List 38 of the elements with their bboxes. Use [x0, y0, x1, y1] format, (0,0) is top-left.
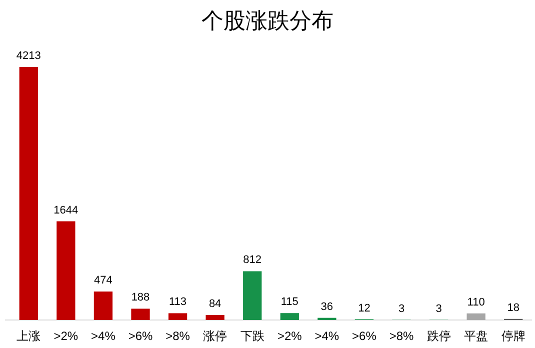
- x-tick-label: 停牌: [501, 329, 526, 343]
- data-label: 115: [280, 296, 298, 308]
- data-label: 12: [358, 302, 370, 314]
- data-label: 4213: [16, 50, 41, 62]
- bar: [56, 221, 76, 320]
- x-tick-label: >8%: [389, 329, 414, 343]
- bar: [243, 271, 262, 320]
- data-label: 188: [131, 292, 150, 304]
- bar: [206, 314, 224, 320]
- x-tick-label: 上涨: [16, 329, 41, 343]
- data-label: 474: [94, 274, 112, 287]
- x-tick-label: >8%: [166, 329, 190, 343]
- chart-title: 个股涨跌分布: [202, 8, 334, 33]
- bar: [466, 313, 486, 320]
- data-label: 812: [243, 254, 262, 266]
- data-label: 3: [436, 302, 442, 315]
- bar: [94, 292, 113, 320]
- x-tick-label: >6%: [352, 329, 377, 343]
- x-tick-label: >2%: [54, 329, 78, 343]
- x-tick-label: >4%: [314, 329, 340, 343]
- x-tick-label: >6%: [128, 329, 153, 343]
- x-tick-label: 跌停: [426, 329, 451, 343]
- x-tick-label: 下跌: [240, 329, 264, 343]
- bar: [131, 308, 150, 320]
- x-tick-label: >2%: [277, 329, 302, 343]
- data-label: 18: [507, 302, 520, 314]
- data-label: 1644: [54, 204, 78, 216]
- data-label: 84: [208, 298, 222, 310]
- bar: [19, 67, 38, 320]
- x-tick-label: >4%: [91, 329, 116, 343]
- data-label: 113: [169, 296, 187, 308]
- bar: [280, 313, 299, 320]
- data-label: 36: [320, 300, 334, 313]
- bar: [168, 313, 188, 320]
- x-tick-label: 涨停: [203, 329, 228, 343]
- x-tick-label: 平盘: [464, 329, 488, 343]
- data-label: 3: [398, 302, 405, 315]
- data-label: 110: [467, 296, 485, 308]
